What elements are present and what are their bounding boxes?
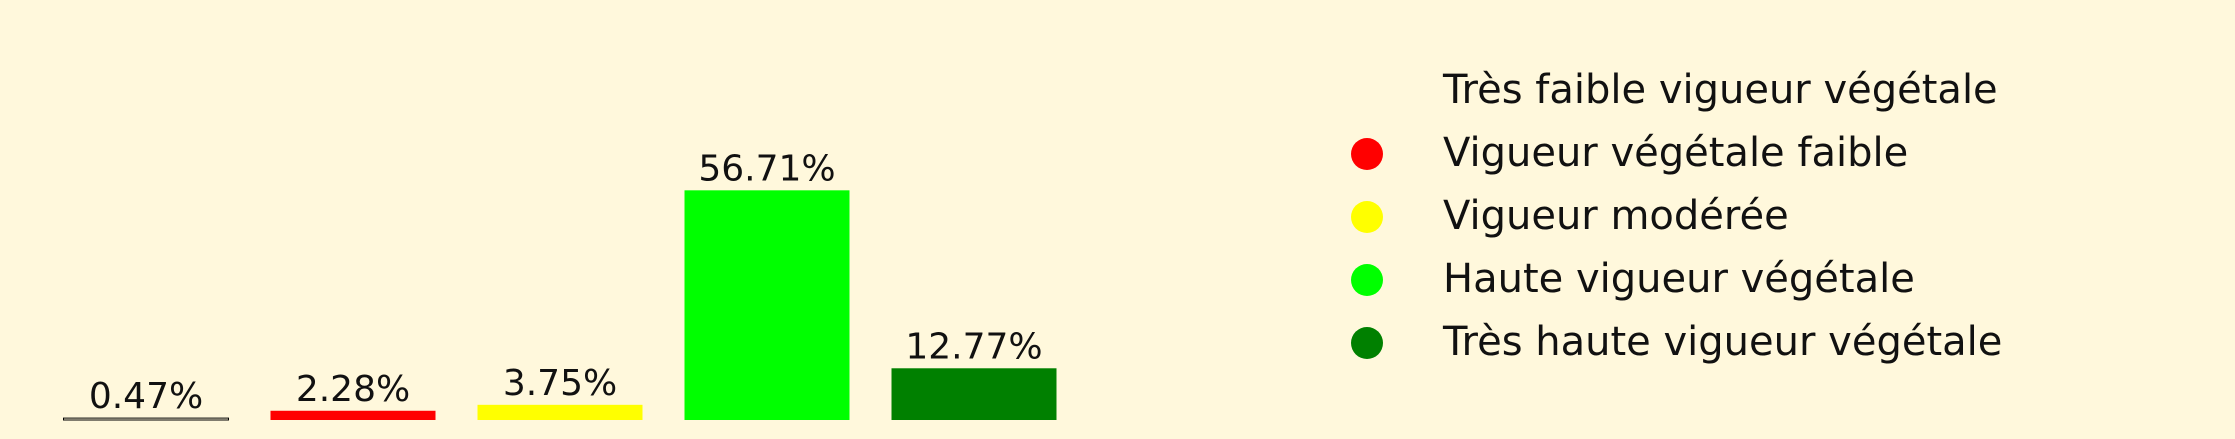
bar-5 [891,368,1057,420]
value-label-4: 56.71% [698,148,835,189]
value-label-5: 12.77% [905,326,1042,367]
legend-label-2: Vigueur végétale faible [1443,130,1908,176]
legend-label-4: Haute vigueur végétale [1443,256,1915,302]
bar-3 [477,404,643,420]
legend-label-1: Très faible vigueur végétale [1442,67,1998,113]
legend-marker-4 [1351,264,1383,296]
legend-label-5: Très haute vigueur végétale [1442,319,2002,365]
legend-marker-5 [1351,327,1383,359]
legend-marker-2 [1351,138,1383,170]
bars-layer [63,190,1057,421]
legend-marker-3 [1351,201,1383,233]
bar-2 [270,410,436,420]
legend-label-3: Vigueur modérée [1443,193,1789,239]
legend: Très faible vigueur végétale Vigueur végé… [1351,67,2002,365]
bar-1 [63,417,229,421]
legend-marker-1 [1351,75,1383,107]
value-label-3: 3.75% [503,363,617,404]
value-labels-layer: 0.47% 2.28% 3.75% 56.71% 12.77% [89,148,1043,417]
value-label-2: 2.28% [296,369,410,410]
value-label-1: 0.47% [89,376,203,417]
bar-4 [684,190,850,420]
